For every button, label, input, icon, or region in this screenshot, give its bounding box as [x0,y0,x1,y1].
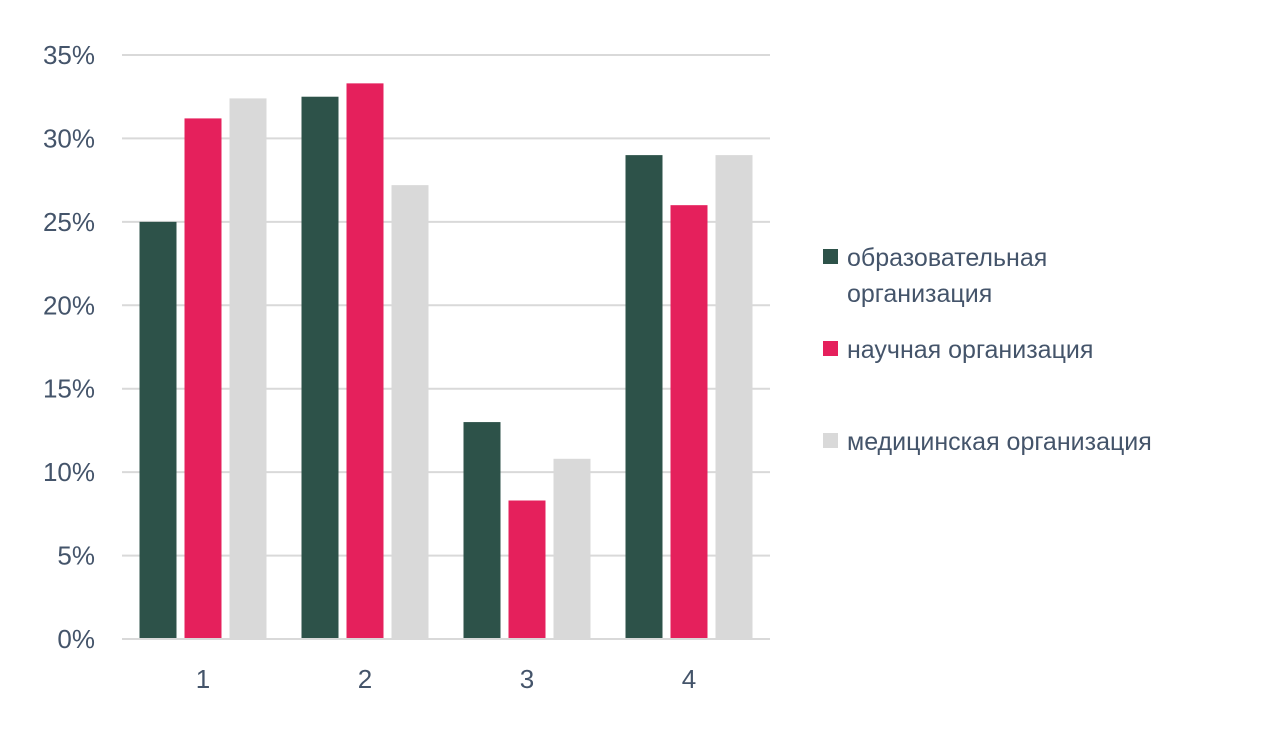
legend-label: организация [847,280,992,308]
y-tick-label: 20% [43,290,95,320]
bar-1-4 [625,155,663,639]
legend-swatch [823,249,838,264]
x-tick-label: 3 [520,664,534,694]
bar-2-3 [508,500,546,639]
x-tick-label: 1 [196,664,210,694]
legend-label: медицинская организация [847,428,1152,456]
bar-3-3 [553,458,591,639]
legend-swatch [823,433,838,448]
legend-item-2: научная организация [823,336,1093,364]
bar-2-2 [346,83,384,639]
y-tick-label: 15% [43,374,95,404]
bar-1-3 [463,422,501,639]
legend-label: научная организация [847,336,1093,364]
bar-1-2 [301,96,339,639]
x-tick-label: 4 [682,664,696,694]
legend-swatch [823,341,838,356]
y-tick-label: 30% [43,123,95,153]
y-tick-label: 25% [43,207,95,237]
bar-3-1 [229,98,267,639]
bar-2-4 [670,205,708,639]
legend-label: образовательная [847,244,1047,272]
bar-3-2 [391,185,429,640]
legend-item-3: медицинская организация [823,428,1152,456]
y-tick-label: 10% [43,457,95,487]
y-tick-label: 5% [57,541,95,571]
y-tick-label: 35% [43,40,95,70]
x-tick-label: 2 [358,664,372,694]
x-axis-ticks: 1 2 3 4 [196,664,696,694]
y-axis-ticks: 0% 5% 10% 15% 20% 25% 30% 35% [43,40,95,654]
bar-3-4 [715,155,753,639]
bars [139,83,753,640]
bar-2-1 [184,118,222,640]
y-tick-label: 0% [57,624,95,654]
bar-1-1 [139,221,177,639]
legend-item-1: образовательная организация [823,244,1047,308]
legend: образовательная организация научная органи… [823,244,1152,456]
